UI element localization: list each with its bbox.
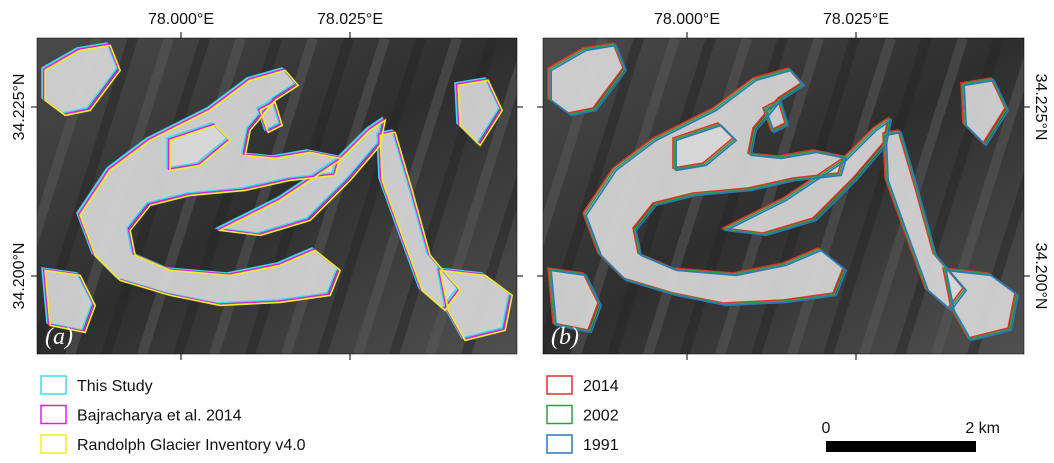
glacier [42,268,92,330]
legend-swatch [546,434,573,454]
glacier-outlines [44,44,514,342]
scale-bar [826,441,976,452]
legend-label: Bajracharya et al. 2014 [77,408,242,425]
legend-label: 1991 [583,437,619,454]
x-tick-label: 78.025°E [823,11,889,28]
outline [885,131,968,312]
panel-label: (a) [45,324,73,350]
legend-swatch [40,434,67,454]
glacier [961,78,1005,143]
panel-frame [542,37,1025,355]
glacier [583,68,843,303]
outline [547,267,599,331]
outline [672,122,735,169]
outline [41,267,93,331]
outline [169,124,232,172]
legend-swatch [40,404,67,425]
outline [376,129,459,310]
glacier [77,68,337,303]
outline [765,101,790,134]
x-tick-label: 78.000°E [654,11,720,28]
outline [379,131,462,312]
scale-end: 2 km [965,420,1000,437]
ridge [787,38,896,354]
outline [259,101,284,134]
panel-label: (b) [551,324,579,350]
outline [548,268,601,333]
ridge [317,38,426,354]
outline [79,69,342,307]
legend-label: 2014 [583,378,619,395]
outline [961,78,1008,146]
outline [945,269,1020,342]
legend-label: Randolph Glacier Inventory v4.0 [77,437,306,454]
glacier [42,43,117,113]
outline [44,269,97,334]
outline [960,77,1006,145]
outline [454,77,500,145]
ridge [823,38,932,354]
outline [44,44,122,117]
panel-frame [36,37,518,355]
y-tick-label: 34.200°N [1032,243,1049,310]
glacier-outlines [550,44,1020,342]
outline [723,118,893,237]
outline [457,79,504,147]
legend-swatch [546,375,573,395]
outline [217,118,387,237]
outline [673,123,736,171]
outline [550,44,628,117]
legend-swatch [546,404,573,425]
outline [166,122,229,169]
x-tick-label: 78.000°E [148,11,214,28]
outline [377,130,460,311]
legend-label: 2002 [583,408,619,425]
ridge [137,38,246,354]
map-panel [37,38,517,354]
outline [882,129,965,310]
legend-swatch [40,375,67,395]
outline [439,269,514,342]
legend-label: This Study [77,378,153,395]
ridge [643,38,752,354]
outline [167,123,230,171]
outline [455,78,502,146]
outline [256,98,280,132]
outline [721,117,891,236]
outline [763,100,788,133]
outline [883,130,966,311]
outline [550,269,603,334]
glacier [548,268,598,330]
ridge [281,38,390,354]
map-panel [543,38,1024,354]
scale-start: 0 [822,420,831,437]
outline [963,79,1010,147]
y-tick-label: 34.200°N [11,243,28,310]
outline [257,100,282,133]
glacier [455,78,499,143]
outline [762,98,786,132]
y-tick-label: 34.225°N [11,74,28,141]
y-tick-label: 34.225°N [1032,74,1049,141]
glacier [548,43,623,113]
outline [585,69,848,307]
x-tick-label: 78.025°E [317,11,383,28]
outline [42,268,95,333]
outline [215,117,385,236]
outline [675,124,738,172]
